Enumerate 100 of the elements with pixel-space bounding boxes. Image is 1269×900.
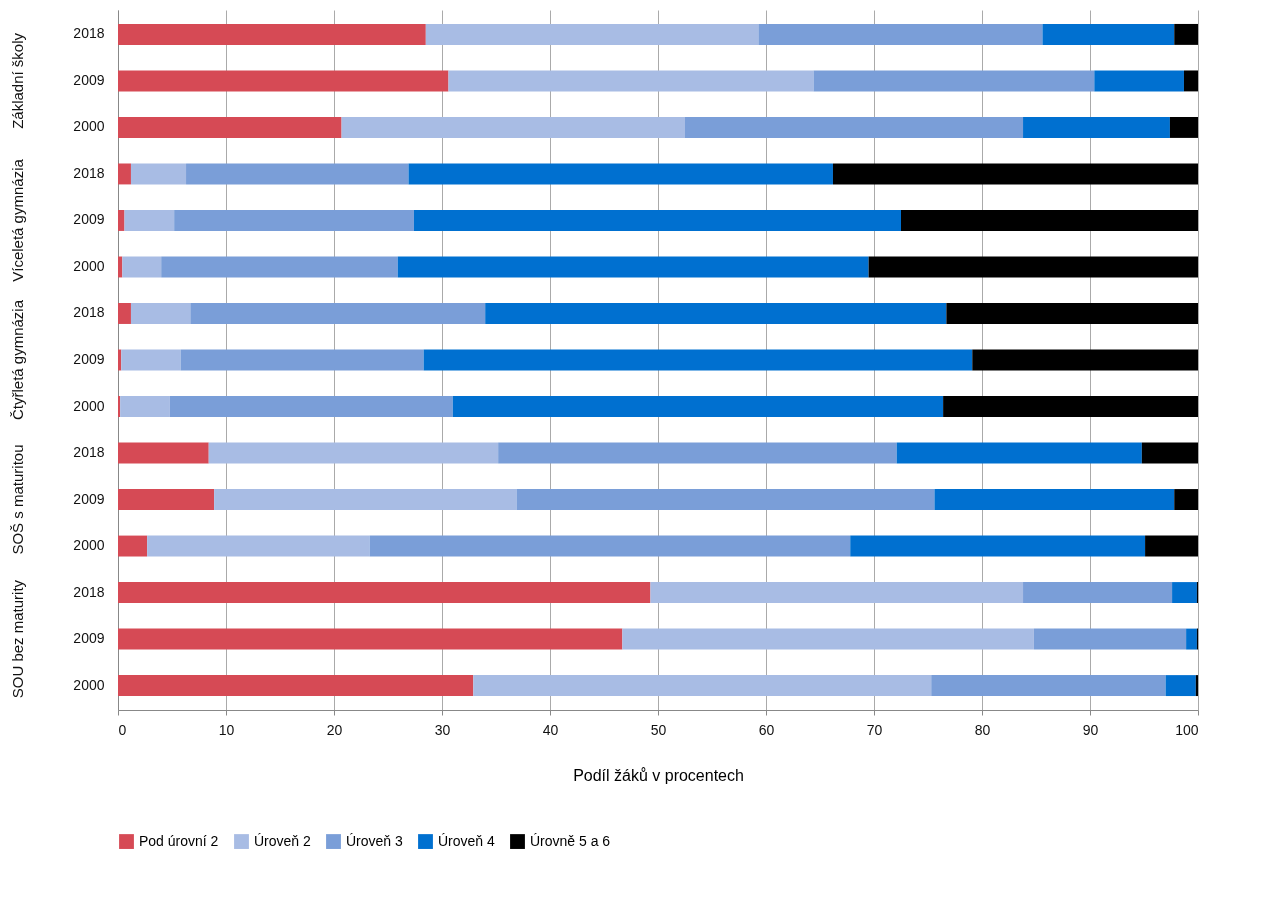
bar (124, 210, 175, 231)
x-tick-label: 10 (218, 721, 235, 738)
x-tick-label: 20 (326, 721, 343, 738)
bar (868, 256, 1198, 278)
bar (118, 70, 449, 92)
bar (813, 70, 1095, 92)
legend-label: Pod úrovní 2 (139, 832, 219, 849)
bar (931, 675, 1166, 697)
text: SOŠ s maturitou (9, 444, 26, 555)
bar (118, 628, 623, 650)
bar (1094, 70, 1184, 92)
bar (1023, 116, 1170, 138)
y-tick-label: 2000 (73, 397, 105, 414)
bar (174, 210, 414, 231)
bar (1023, 582, 1173, 604)
bar (448, 70, 814, 92)
bar (147, 535, 370, 557)
x-tick-label: 50 (650, 721, 667, 738)
bar (214, 489, 517, 510)
bar (1174, 489, 1198, 510)
bar (408, 163, 833, 185)
bar (413, 210, 901, 231)
bar (118, 442, 209, 464)
bar (972, 349, 1198, 371)
bar (120, 396, 170, 417)
bar (1169, 116, 1198, 138)
bar (118, 675, 474, 697)
x-tick-label: 0 (118, 721, 127, 738)
bar (516, 489, 935, 510)
bar (850, 535, 1146, 557)
bar (341, 116, 685, 138)
bar (934, 489, 1175, 510)
bar (118, 303, 131, 324)
bar (130, 163, 187, 185)
legend-label: Úroveň 3 (346, 832, 404, 849)
bar (1174, 23, 1198, 45)
x-tick-label: 30 (434, 721, 451, 738)
bar (473, 675, 932, 697)
y-tick-label: 2009 (73, 71, 105, 88)
bar (118, 582, 651, 604)
bar (622, 628, 1034, 650)
x-tick-label: 90 (1082, 721, 1099, 738)
bar (118, 489, 215, 510)
bar (1183, 70, 1198, 92)
bar (1145, 535, 1198, 557)
y-tick-label: 2000 (73, 537, 105, 554)
y-tick-label: 2009 (73, 490, 105, 507)
legend-label: Úroveň 4 (438, 832, 496, 849)
bar (397, 256, 869, 278)
text: SOU bez maturity (9, 579, 26, 699)
bar (901, 210, 1198, 231)
legend-label: Úrovně 5 a 6 (530, 832, 611, 849)
bar (946, 303, 1198, 324)
bar (425, 23, 759, 45)
y-tick-label: 2018 (73, 304, 105, 321)
bar (832, 163, 1198, 185)
bar (943, 396, 1198, 417)
bar (1195, 675, 1198, 697)
bar (650, 582, 1024, 604)
bar (121, 349, 181, 371)
y-tick-label: 2018 (73, 444, 105, 461)
bar (161, 256, 398, 278)
bar (208, 442, 499, 464)
bar (118, 116, 342, 138)
x-tick-label: 60 (758, 721, 775, 738)
legend-label: Úroveň 2 (254, 832, 312, 849)
bar (118, 396, 121, 417)
bar (485, 303, 947, 324)
y-tick-label: 2009 (73, 211, 105, 228)
y-tick-label: 2009 (73, 630, 105, 647)
bar (498, 442, 897, 464)
x-axis-title: Podíl žáků v procentech (573, 766, 744, 784)
bar (186, 163, 409, 185)
bar (896, 442, 1142, 464)
bar (122, 256, 162, 278)
y-tick-label: 2009 (73, 351, 105, 367)
x-tick-label: 80 (974, 721, 991, 738)
bar (118, 163, 131, 185)
bar (118, 210, 125, 231)
y-tick-label: 2018 (73, 583, 105, 600)
bar (1172, 582, 1197, 604)
bar (369, 535, 851, 557)
bar (180, 349, 424, 371)
bar (130, 303, 191, 324)
x-tick-label: 40 (542, 721, 559, 738)
bar (1141, 442, 1198, 464)
y-tick-label: 2018 (73, 164, 105, 181)
bar (1042, 23, 1175, 45)
bar (118, 535, 148, 557)
bar (190, 303, 486, 324)
bar (423, 349, 973, 371)
bar (758, 23, 1043, 45)
y-tick-label: 2018 (73, 25, 105, 42)
text: Čtyřletá gymnázia (9, 299, 26, 421)
bar (1186, 628, 1197, 650)
bar (118, 23, 426, 45)
bar (1165, 675, 1196, 697)
x-tick-label: 100 (1175, 721, 1199, 738)
bar (685, 116, 1024, 138)
bar (452, 396, 944, 417)
